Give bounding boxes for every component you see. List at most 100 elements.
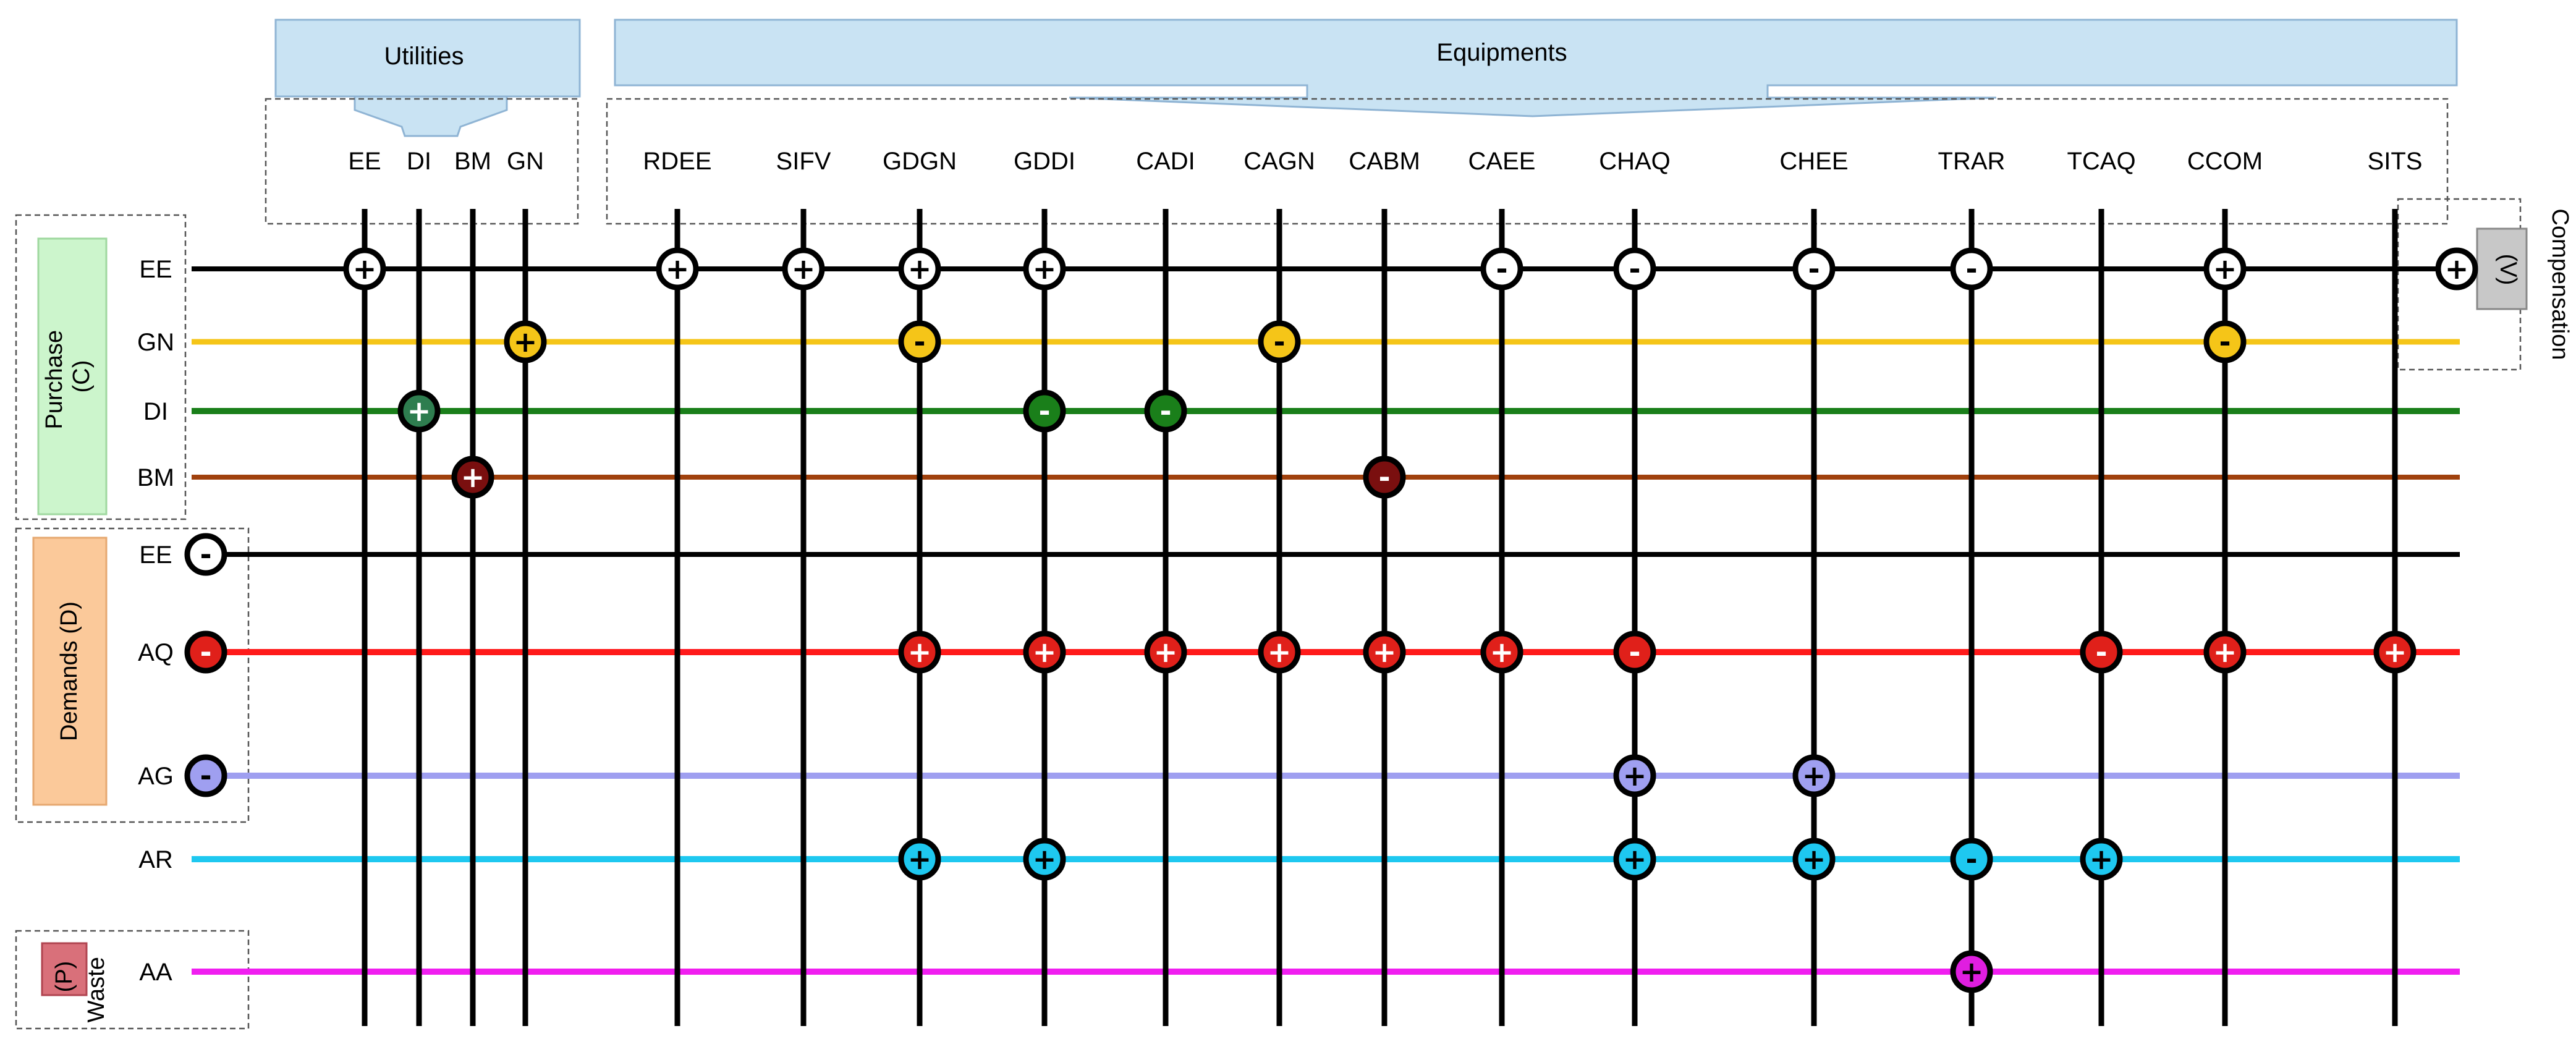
node-sign: - (200, 759, 211, 792)
node-sign: - (2219, 325, 2231, 358)
node-sign: - (1965, 252, 1977, 286)
row-label-d-ar: AR (138, 846, 173, 873)
node-sign: + (908, 252, 932, 286)
node-d-aq-caee: + (1480, 630, 1523, 674)
node-d-ag-dem: - (184, 754, 227, 797)
node-circle (898, 838, 941, 881)
column-label-cagn: CAGN (1244, 148, 1315, 175)
node-c-ee-chee: - (1792, 247, 1836, 291)
node-sign: - (1378, 460, 1390, 494)
node-sign: + (1154, 635, 1178, 669)
demands-group-box (32, 537, 108, 806)
node-sign: + (1373, 635, 1397, 669)
column-label-ee: EE (348, 148, 381, 175)
node-c-ee-rdee: + (656, 247, 699, 291)
node-d-aq-cabm: + (1363, 630, 1406, 674)
row-label-c-di: DI (143, 398, 168, 425)
node-circle (2203, 320, 2247, 363)
node-circle (1792, 838, 1836, 881)
waste-group-box (41, 942, 88, 996)
node-sign: - (1629, 252, 1640, 286)
column-label-trar: TRAR (1938, 148, 2006, 175)
demands-group-label: Demands (D) (56, 601, 82, 741)
node-circle (343, 247, 386, 291)
column-label-cabm: CABM (1349, 148, 1420, 175)
node-c-bm-cabm: - (1363, 456, 1406, 499)
connection-nodes: + + + + + - - - - + + + - - - + - - + - - - + + + + + + - - + + - + + + + + + -… (184, 247, 2478, 993)
column-label-tcaq: TCAQ (2067, 148, 2135, 175)
node-d-aq-sits: + (2373, 630, 2417, 674)
node-sign: + (1490, 635, 1514, 669)
node-d-aq-dem: - (184, 630, 227, 674)
purchase-group-box (37, 237, 108, 515)
node-circle (898, 247, 941, 291)
node-circle (2373, 630, 2417, 674)
node-circle (2080, 630, 2123, 674)
node-c-ee-ccom: + (2203, 247, 2247, 291)
node-circle (1023, 247, 1066, 291)
node-circle (451, 456, 494, 499)
node-d-aq-chaq: - (1613, 630, 1656, 674)
node-circle (1363, 630, 1406, 674)
node-sign: + (1623, 842, 1647, 876)
node-d-ar-gddi: + (1023, 838, 1066, 881)
node-sign: + (1033, 252, 1057, 286)
compensation-group-label-line1: Compensation (2547, 208, 2573, 360)
node-sign: - (2095, 635, 2107, 669)
node-sign: - (1273, 325, 1285, 358)
node-c-ee-comp: + (2435, 247, 2478, 291)
waste-group-label-line1: Waste (83, 957, 109, 1022)
node-c-gn-gn: + (504, 320, 547, 363)
column-label-sifv: SIFV (776, 148, 831, 175)
node-sign: + (792, 252, 816, 286)
node-sign: + (1960, 955, 1984, 988)
node-d-ar-gdgn: + (898, 838, 941, 881)
node-sign: + (407, 394, 431, 428)
utilities-header-label: Utilities (384, 43, 464, 70)
node-d-aq-ccom: + (2203, 630, 2247, 674)
node-circle (1792, 754, 1836, 797)
node-c-ee-trar: - (1950, 247, 1993, 291)
node-d-aq-gdgn: + (898, 630, 941, 674)
node-sign: + (1033, 842, 1057, 876)
node-sign: + (1033, 635, 1057, 669)
node-c-ee-caee: - (1480, 247, 1523, 291)
node-sign: + (908, 842, 932, 876)
node-d-ar-tcaq: + (2080, 838, 2123, 881)
waste-group-label: Waste (P) (51, 951, 109, 1023)
equipments-header: Equipments (614, 19, 2458, 117)
waste-group-frame (15, 930, 250, 1030)
node-sign: + (2213, 252, 2237, 286)
node-sign: - (200, 538, 211, 571)
node-circle (1613, 630, 1656, 674)
column-label-chaq: CHAQ (1599, 148, 1671, 175)
row-label-d-aq: AQ (138, 639, 174, 666)
node-sign: + (1802, 842, 1826, 876)
node-d-aq-cagn: + (1258, 630, 1301, 674)
node-d-aq-gddi: + (1023, 630, 1066, 674)
node-c-ee-gddi: + (1023, 247, 1066, 291)
row-label-c-ee: EE (139, 256, 172, 283)
node-circle (1258, 320, 1301, 363)
column-label-ccom: CCOM (2187, 148, 2263, 175)
utilities-arrow (354, 95, 508, 137)
column-label-gdgn: GDGN (883, 148, 957, 175)
column-label-caee: CAEE (1468, 148, 1536, 175)
node-d-ag-chee: + (1792, 754, 1836, 797)
row-label-d-ee: EE (139, 541, 172, 569)
node-c-di-cadi: - (1144, 389, 1187, 433)
utilities-header: Utilities (274, 19, 581, 137)
node-circle (898, 630, 941, 674)
purchase-group-label-line2: (C) (69, 360, 95, 393)
row-label-d-ag: AG (138, 763, 174, 790)
row-labels: EE GN DI BM EE AQ AG AR AA (137, 256, 174, 986)
node-sign: - (200, 635, 211, 669)
node-circle (2203, 630, 2247, 674)
node-c-ee-ee: + (343, 247, 386, 291)
node-circle (656, 247, 699, 291)
node-d-ee-dem: - (184, 533, 227, 576)
node-c-di-di: + (397, 389, 441, 433)
node-circle (1480, 630, 1523, 674)
node-d-ar-trar: - (1950, 838, 1993, 881)
node-sign: - (1808, 252, 1820, 286)
